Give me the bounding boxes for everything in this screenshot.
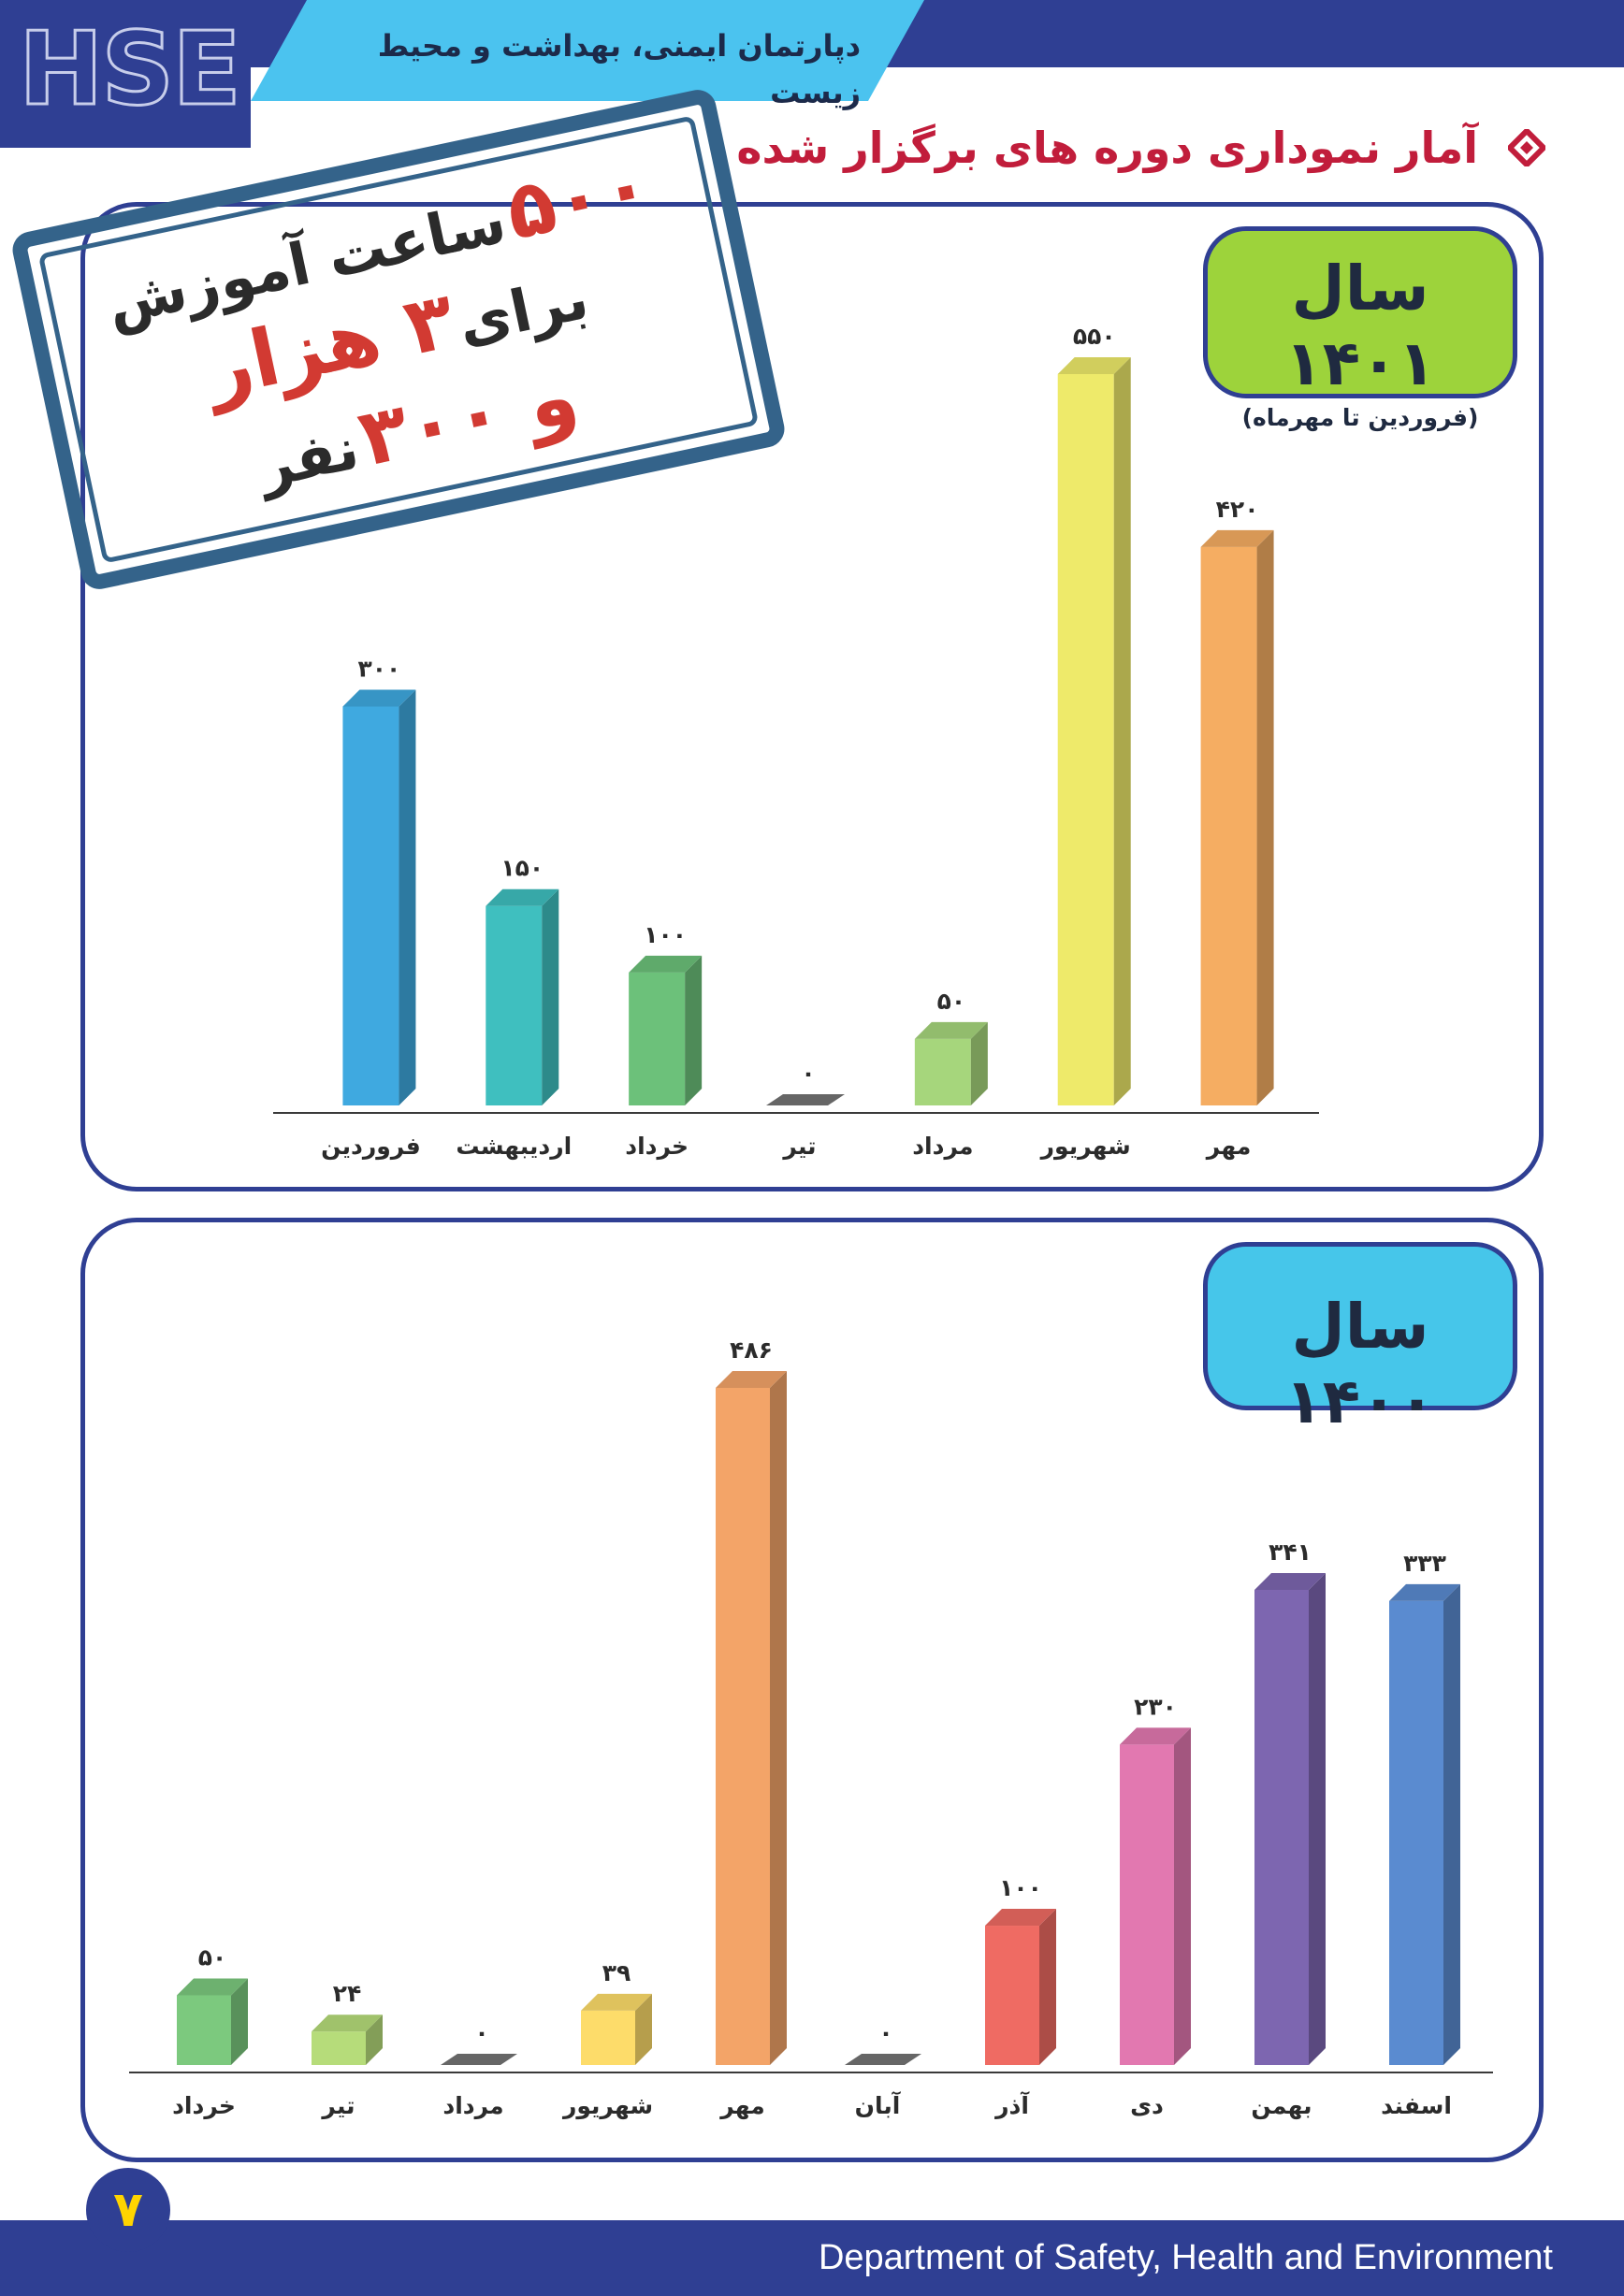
- bar-top: [914, 1021, 988, 1039]
- bar: [177, 1995, 231, 2065]
- bar-top: [1389, 1583, 1460, 1601]
- hse-logo-text: HSE: [18, 10, 243, 130]
- bar-side: [1174, 1727, 1191, 2065]
- bar: [312, 2031, 366, 2065]
- bar-value-label: ۵۰: [937, 988, 966, 1015]
- x-tick-label: شهریور: [1039, 1133, 1131, 1161]
- bar-value-label: ۰: [474, 2019, 488, 2046]
- x-tick-label: مرداد: [912, 1133, 973, 1161]
- x-tick-label: فروردین: [321, 1133, 421, 1161]
- bar: [1254, 1590, 1309, 2065]
- bar-top: [342, 689, 416, 707]
- bar: [716, 1388, 770, 2065]
- bar: [985, 1926, 1039, 2065]
- bar-value-label: ۱۵۰: [500, 855, 544, 882]
- bar: [1120, 1744, 1174, 2065]
- x-tick-label: مهر: [1205, 1133, 1252, 1161]
- bar-value-label: ۲۳۰: [1134, 1693, 1177, 1720]
- department-title: دپارتمان ایمنی، بهداشت و محیط زیست: [377, 28, 861, 110]
- bar-side: [231, 1978, 248, 2065]
- x-tick-label: شهریور: [561, 2092, 653, 2120]
- bar-value-label: ۵۵۰: [1073, 323, 1116, 350]
- page-number: ۷: [86, 2168, 170, 2252]
- bar-top: [629, 955, 703, 973]
- x-tick-label: خرداد: [172, 2092, 236, 2120]
- bar-value-label: ۱۰۰: [644, 921, 687, 948]
- year-badge-subtitle: (فروردین تا مهرماه): [1241, 404, 1479, 431]
- bar-top: [1120, 1727, 1191, 1745]
- x-tick-label: آبان: [855, 2091, 902, 2119]
- bar-top: [581, 1993, 652, 2011]
- bar-value-label: ۳۴۱: [1269, 1538, 1312, 1566]
- x-tick-label: تیر: [781, 1133, 816, 1161]
- bar: [1200, 546, 1257, 1105]
- bar-top: [1057, 357, 1131, 374]
- x-tick-label: اسفند: [1381, 2092, 1452, 2119]
- bar-value-label: ۴۸۶: [730, 1336, 773, 1364]
- bar-chart-1401: ۳۰۰ فروردین ۱۵۰ اردیبهشت ۱۰۰ خرداد ۰ تیر ۵۰ مرداد…: [273, 323, 1319, 1161]
- bar-zero: [441, 2054, 517, 2065]
- bar-top: [716, 1371, 787, 1388]
- year-badge-title: سال ۱۴۰۱: [1284, 253, 1436, 399]
- bar-side: [1256, 529, 1274, 1105]
- bar-side: [366, 2014, 383, 2065]
- bar-side: [1443, 1583, 1460, 2065]
- x-tick-label: دی: [1130, 2092, 1164, 2119]
- bar-value-label: ۳۹: [602, 1959, 631, 1986]
- department-banner: [251, 0, 924, 101]
- bar-top: [1254, 1573, 1326, 1591]
- bar-value-label: ۰: [878, 2019, 892, 2046]
- bar: [914, 1038, 971, 1105]
- bar-top: [177, 1978, 248, 1996]
- x-tick-label: بهمن: [1251, 2092, 1312, 2120]
- bar-side: [685, 955, 703, 1105]
- section-title: آمار نموداری دوره های برگزار شده: [736, 123, 1478, 173]
- bar-chart-1400: ۵۰ خرداد ۲۴ تیر ۰ مرداد ۳۹ شهریور ۴۸۶ مهر ۰ آبان ۱۰۰…: [129, 1336, 1493, 2120]
- bar-side: [770, 1371, 787, 2065]
- x-tick-label: مرداد: [442, 2092, 503, 2120]
- bar-value-label: ۲۴: [333, 1980, 362, 2007]
- x-tick-label: تیر: [320, 2092, 355, 2120]
- x-tick-label: مهر: [718, 2092, 765, 2120]
- diamond-icon: [1508, 129, 1545, 166]
- footer-text: Department of Safety, Health and Environ…: [818, 2238, 1553, 2277]
- bar-value-label: ۴۲۰: [1216, 496, 1259, 523]
- bar: [629, 972, 686, 1105]
- year-badge-1400: سال ۱۴۰۰: [1203, 1242, 1517, 1437]
- bar-top: [1200, 529, 1274, 547]
- year-badge-1401: سال ۱۴۰۱ (فروردین تا مهرماه): [1203, 226, 1517, 431]
- x-tick-label: خرداد: [625, 1133, 689, 1161]
- bar-value-label: ۳۳۳: [1403, 1550, 1446, 1577]
- bar-side: [1309, 1573, 1326, 2065]
- stamp-for-text: برای: [452, 263, 595, 358]
- bar: [486, 905, 543, 1105]
- bar-side: [635, 1993, 652, 2065]
- bar-top: [985, 1909, 1056, 1927]
- bar-value-label: ۱۰۰: [999, 1874, 1042, 1901]
- bar: [1057, 374, 1114, 1105]
- year-badge-title: سال ۱۴۰۰: [1284, 1291, 1436, 1437]
- bar-side: [399, 689, 416, 1105]
- bar: [1389, 1600, 1443, 2065]
- bar-value-label: ۵۰: [198, 1944, 227, 1971]
- bar-top: [312, 2014, 383, 2032]
- x-tick-label: اردیبهشت: [456, 1133, 572, 1161]
- bar-side: [970, 1021, 988, 1105]
- x-tick-label: آذر: [993, 2091, 1030, 2119]
- bar-side: [542, 888, 559, 1105]
- bar: [581, 2010, 635, 2065]
- bar-side: [1113, 357, 1131, 1105]
- bar-value-label: ۳۰۰: [358, 655, 401, 682]
- bar-top: [486, 888, 559, 906]
- hse-logo: HSE: [0, 0, 251, 148]
- bar: [342, 706, 399, 1105]
- bar-zero: [766, 1094, 845, 1105]
- bar-zero: [845, 2054, 921, 2065]
- stamp-people-text: نفر: [253, 413, 365, 502]
- bar-side: [1039, 1909, 1056, 2065]
- bar-value-label: ۰: [801, 1060, 815, 1087]
- footer-bar: [0, 2220, 1624, 2296]
